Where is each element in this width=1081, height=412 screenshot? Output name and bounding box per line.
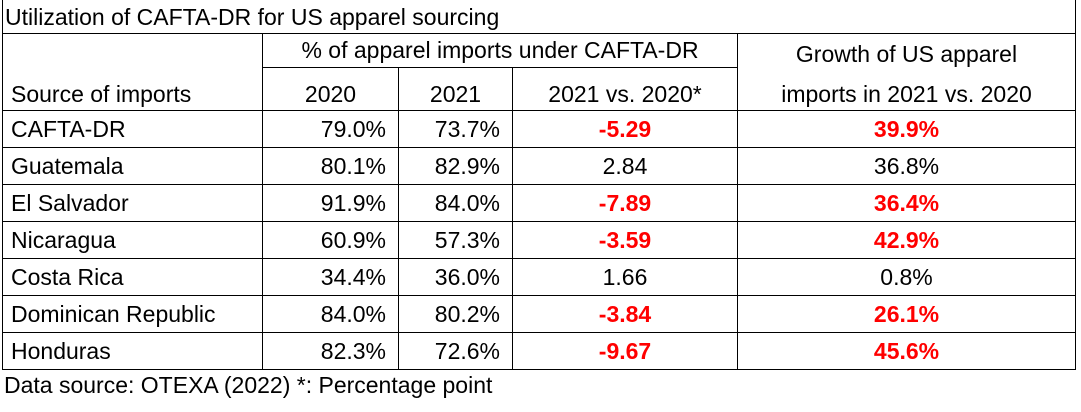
share-2021-cell: 36.0%: [398, 258, 513, 296]
table-row: Costa Rica 34.4% 36.0% 1.66 0.8%: [2, 258, 1077, 296]
growth-cell: 36.8%: [737, 147, 1077, 185]
table-row: Honduras 82.3% 72.6% -9.67 45.6%: [2, 332, 1077, 370]
share-2021-cell: 57.3%: [398, 221, 513, 259]
header-row-2: Source of imports 2020 2021 2021 vs. 202…: [2, 67, 1077, 111]
growth-cell: 26.1%: [737, 295, 1077, 333]
share-2020-cell: 82.3%: [262, 332, 399, 370]
share-2021-cell: 80.2%: [398, 295, 513, 333]
data-source-note: Data source: OTEXA (2022) *: Percentage …: [4, 372, 493, 398]
share-2020-cell: 84.0%: [262, 295, 399, 333]
table-row: CAFTA-DR 79.0% 73.7% -5.29 39.9%: [2, 110, 1077, 148]
source-cell: CAFTA-DR: [2, 110, 263, 148]
change-cell: -3.59: [511, 221, 739, 259]
header-empty-cell: [2, 33, 263, 68]
source-cell: Honduras: [2, 332, 263, 370]
growth-cell: 39.9%: [737, 110, 1077, 148]
header-growth-line2: imports in 2021 vs. 2020: [737, 67, 1077, 111]
growth-cell: 45.6%: [737, 332, 1077, 370]
change-cell: -9.67: [511, 332, 739, 370]
change-cell: 2.84: [511, 147, 739, 185]
share-2020-cell: 80.1%: [262, 147, 399, 185]
source-cell: Nicaragua: [2, 221, 263, 259]
change-cell: -3.84: [511, 295, 739, 333]
cafta-utilization-table: % of apparel imports under CAFTA-DR Grow…: [2, 33, 1077, 370]
share-2020-cell: 34.4%: [262, 258, 399, 296]
growth-cell: 42.9%: [737, 221, 1077, 259]
header-growth-line1: Growth of US apparel: [737, 33, 1077, 68]
source-cell: El Salvador: [2, 184, 263, 222]
growth-cell: 0.8%: [737, 258, 1077, 296]
table-row: El Salvador 91.9% 84.0% -7.89 36.4%: [2, 184, 1077, 222]
share-2021-cell: 73.7%: [398, 110, 513, 148]
header-change: 2021 vs. 2020*: [511, 67, 739, 111]
source-cell: Guatemala: [2, 147, 263, 185]
share-2021-cell: 82.9%: [398, 147, 513, 185]
table-row: Dominican Republic 84.0% 80.2% -3.84 26.1%: [2, 295, 1077, 333]
change-cell: -7.89: [511, 184, 739, 222]
header-2021: 2021: [398, 67, 513, 111]
header-source: Source of imports: [2, 67, 263, 111]
change-cell: 1.66: [511, 258, 739, 296]
table-container: Utilization of CAFTA-DR for US apparel s…: [2, 0, 1077, 370]
header-row-1: % of apparel imports under CAFTA-DR Grow…: [2, 33, 1077, 68]
share-2020-cell: 79.0%: [262, 110, 399, 148]
share-2020-cell: 91.9%: [262, 184, 399, 222]
header-group-label: % of apparel imports under CAFTA-DR: [261, 33, 739, 68]
change-cell: -5.29: [511, 110, 739, 148]
table-title: Utilization of CAFTA-DR for US apparel s…: [5, 4, 500, 30]
share-2020-cell: 60.9%: [262, 221, 399, 259]
source-cell: Dominican Republic: [2, 295, 263, 333]
header-2020: 2020: [262, 67, 399, 111]
source-cell: Costa Rica: [2, 258, 263, 296]
table-row: Guatemala 80.1% 82.9% 2.84 36.8%: [2, 147, 1077, 185]
share-2021-cell: 84.0%: [398, 184, 513, 222]
growth-cell: 36.4%: [737, 184, 1077, 222]
table-row: Nicaragua 60.9% 57.3% -3.59 42.9%: [2, 221, 1077, 259]
share-2021-cell: 72.6%: [398, 332, 513, 370]
